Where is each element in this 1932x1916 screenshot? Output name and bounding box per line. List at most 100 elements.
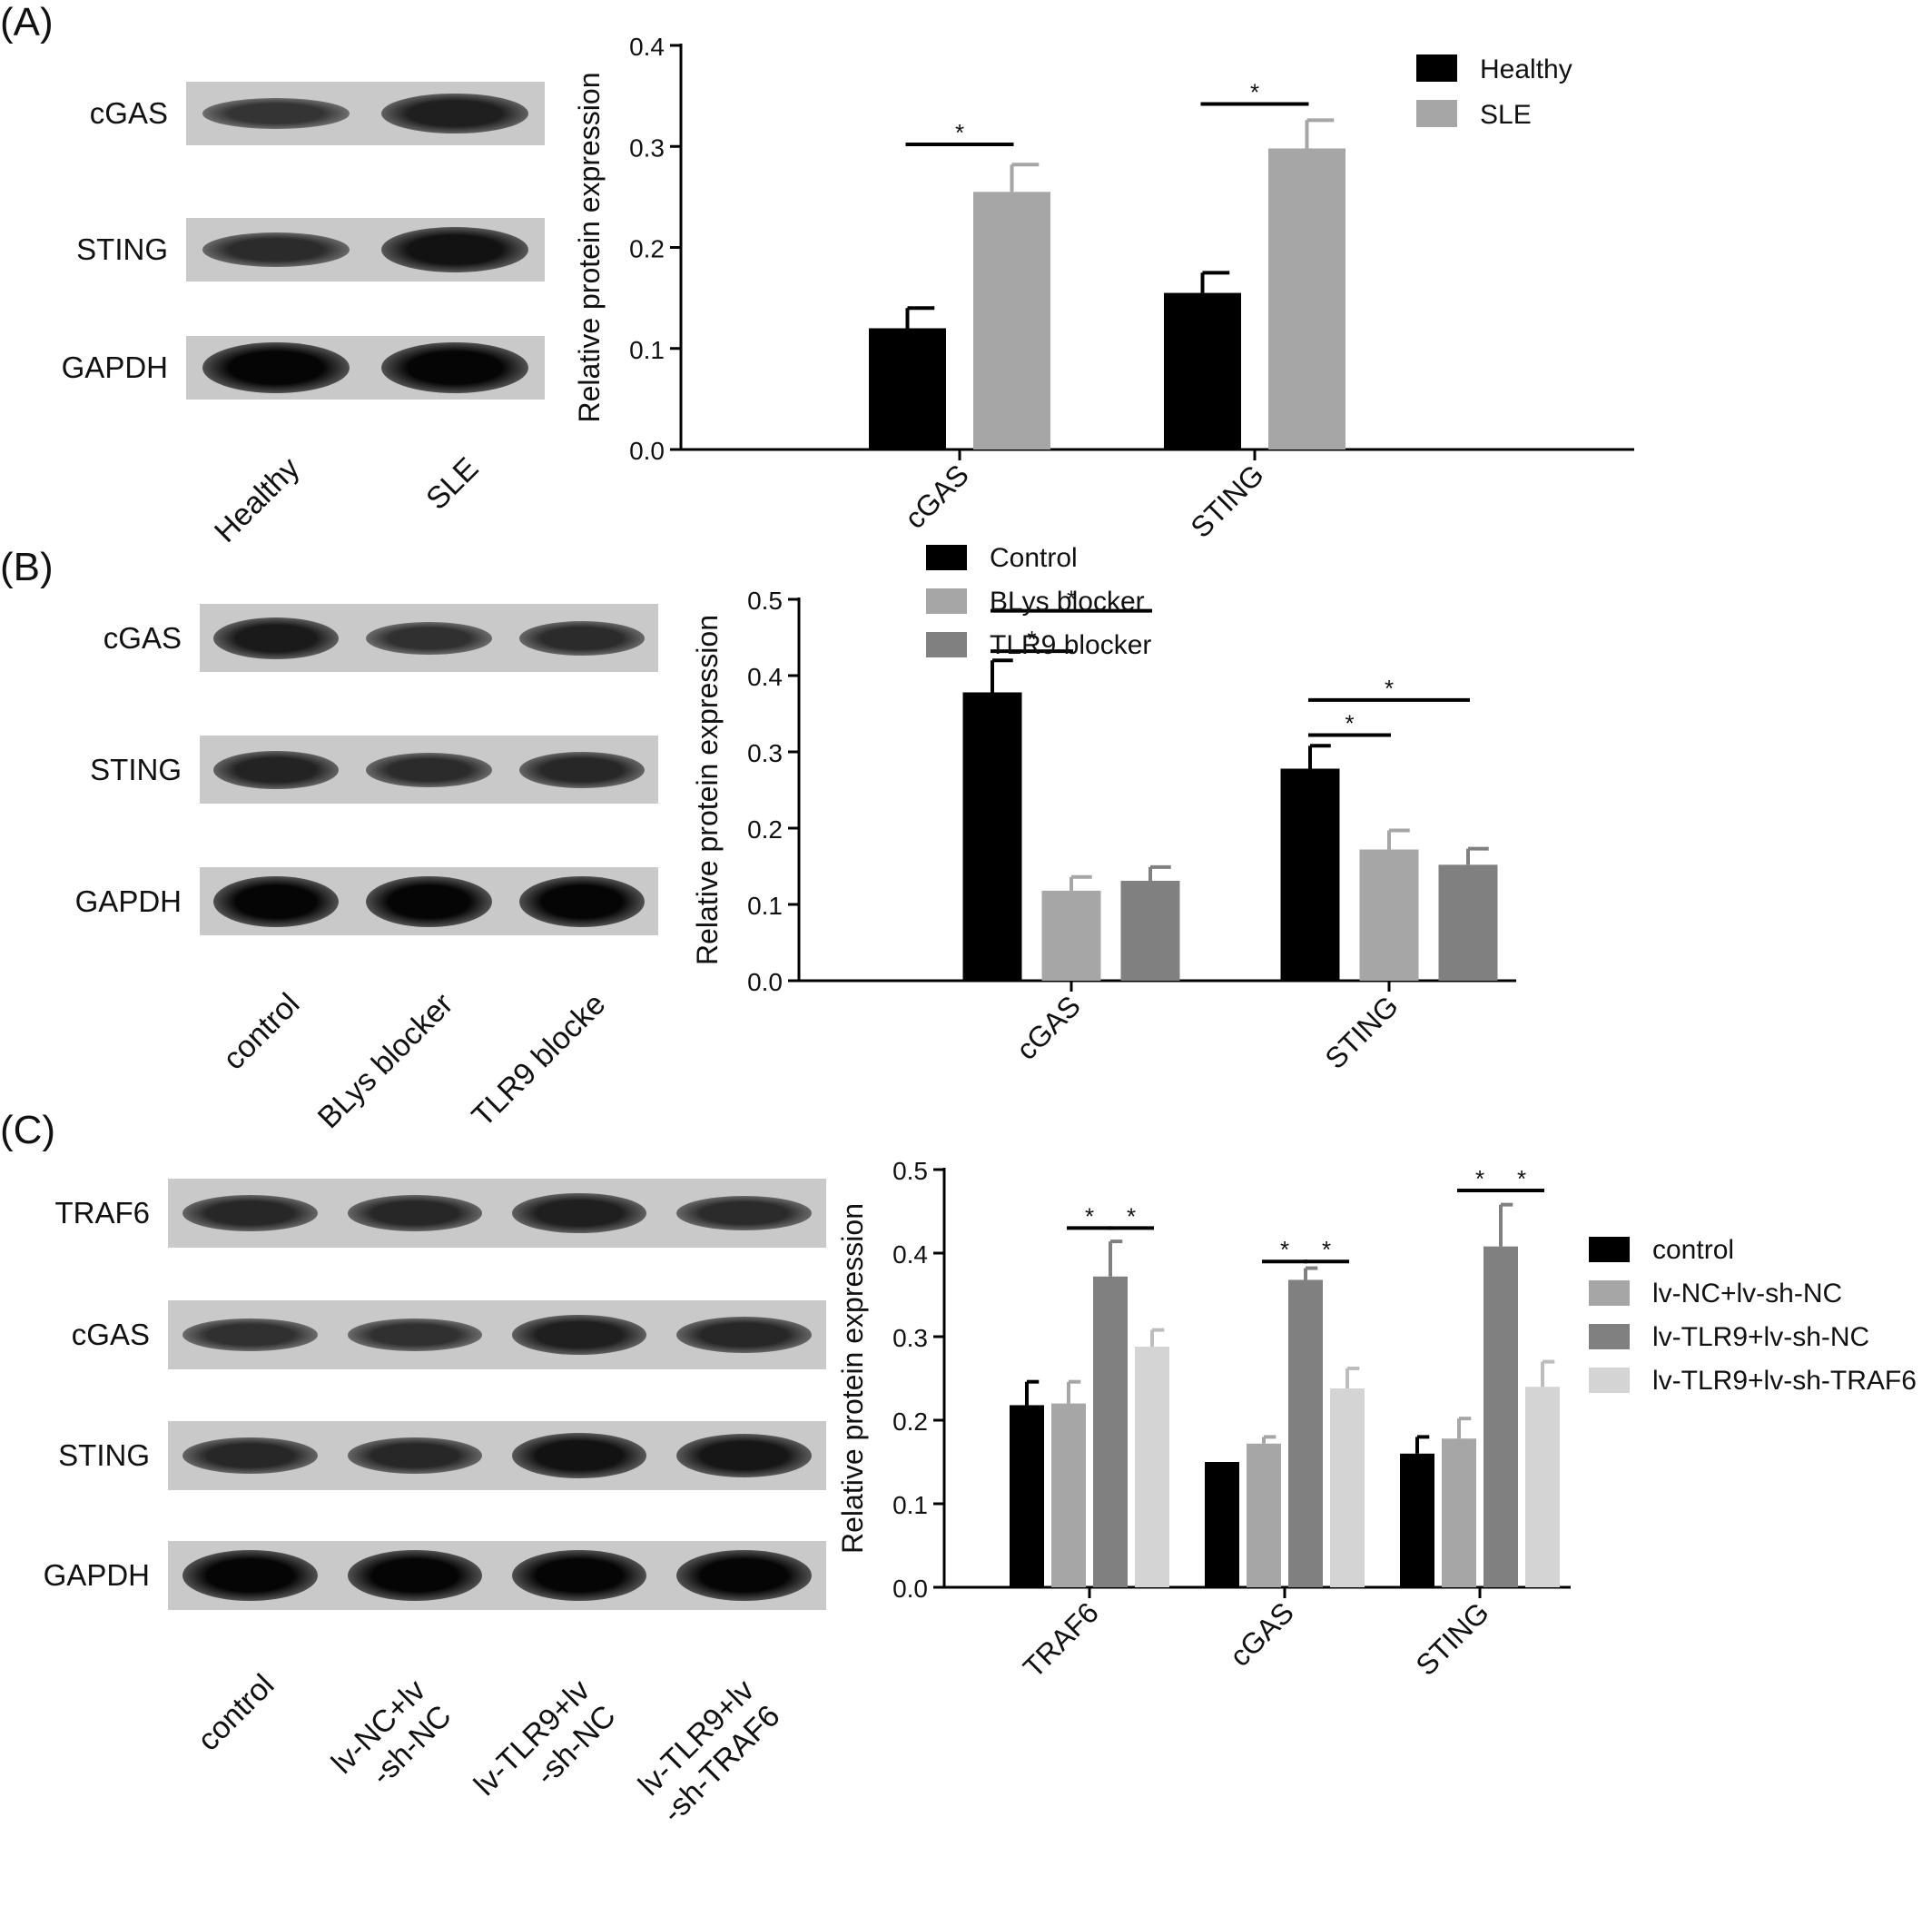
y-tick-label: 0.4 [629,33,665,61]
blot-row-label: GAPDH [74,884,182,918]
bar-chart: 0.0 0.1 0.2 0.3 0.4 0.5 Relative protein expre… [691,543,1516,1075]
blot-band [511,1550,647,1601]
legend-label: lv-NC+lv-sh-NC [1652,1279,1842,1309]
blot-band [676,1196,812,1230]
blot-row-label: cGAS [71,1318,150,1351]
legend-label: SLE [1480,100,1532,130]
blot-band [518,875,645,927]
x-tick-label: cGAS [1223,1595,1300,1673]
blot-band [676,1550,812,1601]
y-tick-label: 0.0 [892,1575,928,1603]
blot-strip [200,736,658,804]
bar [1164,292,1241,449]
western-blot: cGAS STING GAPDH control BLys blocker TLR9 bl… [0,545,872,1235]
panel-a: (A) cGAS STING GAPDH Healthy SLE 0.0 0.1 0.2 0.… [0,0,1932,549]
panel-letter: (C) [0,1108,56,1152]
blot-band [366,875,492,927]
bar [1400,1453,1434,1587]
blot-strip [168,1541,826,1610]
blot-band [202,342,350,393]
blot-band [182,1195,318,1231]
bar [1120,880,1180,981]
significance-star: * [955,119,964,146]
bar [1205,1462,1239,1587]
bar [1093,1276,1128,1587]
x-tick-label: STING [1409,1595,1495,1682]
significance-star: * [1280,1236,1289,1263]
legend-swatch [1589,1280,1630,1306]
blot-band [347,1195,483,1231]
bar [962,692,1022,981]
y-tick-label: 0.1 [892,1491,928,1519]
y-tick-label: 0.3 [747,739,783,767]
blot-row-label: STING [58,1438,150,1472]
significance-star: * [1085,1202,1094,1230]
blot-row-label: STING [90,752,182,786]
blot-row-label: cGAS [89,96,168,130]
x-tick-label: cGAS [1010,989,1087,1066]
blot-band [676,1317,812,1353]
blot-band [511,1433,647,1478]
y-tick-label: 0.4 [892,1240,928,1269]
legend-label: lv-TLR9+lv-sh-TRAF6 [1652,1366,1917,1396]
significance-star: * [1322,1236,1331,1263]
bar [869,328,946,449]
western-blot: cGAS STING GAPDH Healthy SLE [0,0,872,690]
blot-row-label: cGAS [103,620,182,655]
blot-strip [168,1300,826,1369]
significance-star: * [1385,675,1394,702]
legend-swatch [1416,54,1457,82]
blot-band [347,1437,483,1474]
x-tick-label: STING [1318,989,1405,1075]
legend-label: Control [990,543,1078,573]
significance-star: * [1027,626,1036,653]
blot-strip [168,1421,826,1490]
significance-star: * [1067,586,1076,613]
legend-swatch [926,588,967,614]
bar [1010,1405,1044,1587]
bar [1438,864,1498,981]
blot-strip [168,1179,826,1248]
panel-letter: (B) [0,545,54,589]
blot-band [202,98,350,129]
y-axis-label: Relative protein expression [836,1203,869,1554]
blot-row-label: STING [76,232,168,266]
y-tick-label: 0.3 [629,133,665,162]
y-tick-label: 0.5 [892,1157,928,1185]
legend-label: Healthy [1480,54,1572,84]
bar [1330,1388,1365,1587]
blot-band [182,1437,318,1474]
bar [1051,1403,1086,1587]
bar [1268,148,1346,449]
legend-swatch [926,545,967,570]
blot-band [182,1318,318,1351]
blot-band [366,621,492,655]
significance-star: * [1250,79,1259,106]
blot-strip [186,336,545,400]
western-blot: TRAF6 cGAS STING GAPDH control lv-NC+lv -sh-N… [0,1108,872,1830]
bar [1247,1443,1281,1587]
panel-b: (B) cGAS STING GAPDH control BLys blocker TLR… [0,543,1932,1135]
bar [1288,1279,1323,1587]
panel-c: (C) TRAF6 cGAS STING GAPDH control lv-NC+lv -… [0,1108,1932,1830]
legend-swatch [1589,1324,1630,1349]
blot-band [511,1193,647,1233]
blot-band [213,750,340,789]
blot-row-label: GAPDH [61,351,168,384]
blot-band [381,94,529,133]
blot-band [676,1434,812,1477]
bar [1280,768,1340,981]
blot-strip [186,218,545,281]
bar-chart: 0.0 0.1 0.2 0.3 0.4 Relative protein expressi… [573,33,1634,544]
bar [973,192,1050,449]
y-axis-label: Relative protein expression [691,615,724,965]
x-tick-label: TRAF6 [1017,1595,1105,1684]
legend-label: lv-TLR9+lv-sh-NC [1652,1322,1869,1352]
y-tick-label: 0.0 [747,968,783,996]
bar [1484,1246,1518,1587]
blot-band [518,620,645,656]
blot-band [511,1315,647,1355]
blot-band [347,1318,483,1351]
y-tick-label: 0.1 [747,892,783,920]
legend-label: control [1652,1235,1734,1265]
